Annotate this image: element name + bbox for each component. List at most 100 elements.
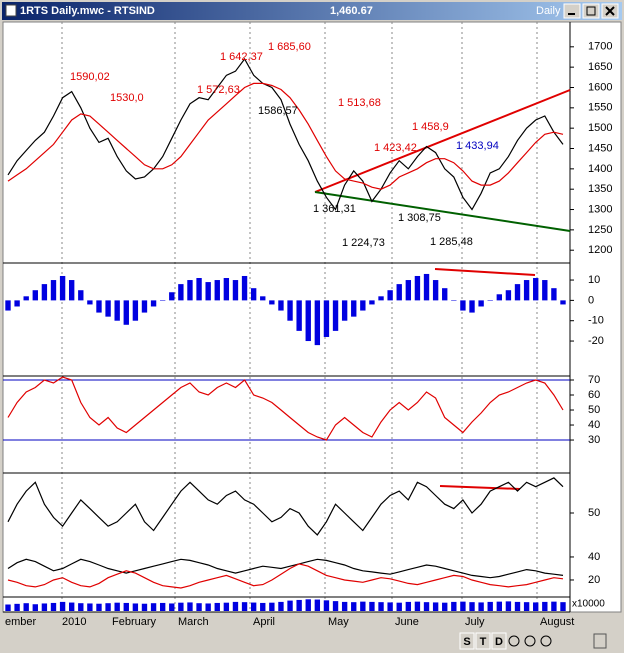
price-annotation: 1 458,9 xyxy=(412,121,449,133)
y-tick-label: 1350 xyxy=(588,183,612,195)
bar xyxy=(23,603,29,611)
bar xyxy=(469,602,475,611)
series-line xyxy=(7,376,564,441)
bar xyxy=(105,603,111,611)
bar xyxy=(378,602,384,611)
bar xyxy=(78,290,84,301)
y-tick-label: 0 xyxy=(588,294,594,306)
toolbar-label[interactable]: T xyxy=(480,636,487,648)
zoom-in-button[interactable] xyxy=(508,635,520,647)
zoom-out-button[interactable] xyxy=(524,635,536,647)
bar xyxy=(214,602,220,611)
x-tick-label: 2010 xyxy=(62,616,86,628)
scroll-button[interactable] xyxy=(540,635,552,647)
y-tick-label: -10 xyxy=(588,315,604,327)
x-tick-label: February xyxy=(112,616,157,628)
toolbar-button[interactable] xyxy=(475,632,491,650)
settings-button[interactable] xyxy=(593,633,607,649)
price-annotation: 1530,0 xyxy=(110,92,144,104)
bar xyxy=(87,603,93,611)
bar xyxy=(114,602,120,611)
bar xyxy=(59,601,66,611)
bar xyxy=(551,288,557,301)
bar xyxy=(451,601,457,611)
bar xyxy=(351,602,357,611)
bar xyxy=(405,601,412,611)
y-tick-label: 1250 xyxy=(588,224,612,236)
bar xyxy=(442,602,448,611)
divergence-line xyxy=(439,485,521,490)
bar xyxy=(278,300,284,311)
bar xyxy=(314,599,321,611)
bar xyxy=(241,602,248,611)
bar xyxy=(5,300,11,311)
bar xyxy=(123,300,129,325)
bar xyxy=(196,278,202,301)
y-axis-label: x10000 xyxy=(572,599,605,610)
maximize-button[interactable] xyxy=(582,3,600,19)
bar xyxy=(533,602,539,611)
bar xyxy=(478,602,484,611)
price-annotation: 1 308,75 xyxy=(398,212,441,224)
bar xyxy=(523,280,530,301)
y-tick-label: 1700 xyxy=(588,41,612,53)
bar xyxy=(323,300,330,337)
bar xyxy=(150,300,157,307)
bar xyxy=(250,602,257,611)
bar xyxy=(141,300,148,313)
bar xyxy=(78,603,84,611)
bar xyxy=(296,300,302,331)
y-tick-label: -20 xyxy=(588,335,604,347)
title-bar xyxy=(2,2,622,20)
window-period: Daily xyxy=(536,5,561,17)
bar xyxy=(442,288,448,301)
bar xyxy=(432,280,439,301)
close-icon xyxy=(605,6,615,16)
toolbar xyxy=(459,632,607,650)
price-annotation: 1 572,63 xyxy=(197,84,240,96)
x-tick-label: May xyxy=(328,616,349,628)
x-tick-label: August xyxy=(540,616,574,628)
toolbar-button[interactable] xyxy=(491,632,507,650)
y-tick-label: 1600 xyxy=(588,81,612,93)
bar xyxy=(432,602,439,611)
bar xyxy=(269,300,275,305)
bar xyxy=(341,300,348,321)
bar xyxy=(514,284,521,301)
bar xyxy=(278,601,284,611)
y-tick-label: 40 xyxy=(588,419,600,431)
series-line xyxy=(7,477,564,536)
minimize-button[interactable] xyxy=(563,3,581,19)
y-tick-label: 30 xyxy=(588,434,600,446)
price-annotation: 1 433,94 xyxy=(456,140,499,152)
bar xyxy=(32,290,38,301)
bar xyxy=(260,602,266,611)
bar xyxy=(396,602,402,611)
toolbar-button[interactable] xyxy=(459,632,475,650)
window-controls[interactable] xyxy=(563,3,619,19)
bar xyxy=(50,280,57,301)
bar xyxy=(387,290,393,301)
bar xyxy=(41,603,48,611)
y-tick-label: 60 xyxy=(588,389,600,401)
y-tick-label: 50 xyxy=(588,507,600,519)
bar xyxy=(332,601,339,611)
toolbar-label[interactable]: S xyxy=(463,636,470,648)
bar xyxy=(560,300,566,305)
bar xyxy=(551,601,557,611)
bar xyxy=(496,294,502,301)
bar xyxy=(141,603,148,611)
bar xyxy=(360,601,366,611)
bar xyxy=(314,300,321,346)
bar xyxy=(423,602,430,611)
y-tick-label: 1200 xyxy=(588,244,612,256)
bar xyxy=(514,601,521,611)
price-annotation: 1590,02 xyxy=(70,71,110,83)
series-line xyxy=(7,82,564,190)
toolbar-label[interactable]: D xyxy=(495,636,503,648)
price-annotation: 1586,57 xyxy=(258,105,298,117)
bar xyxy=(178,284,184,301)
bar xyxy=(23,296,29,301)
bar xyxy=(341,601,348,611)
bar xyxy=(360,300,366,311)
